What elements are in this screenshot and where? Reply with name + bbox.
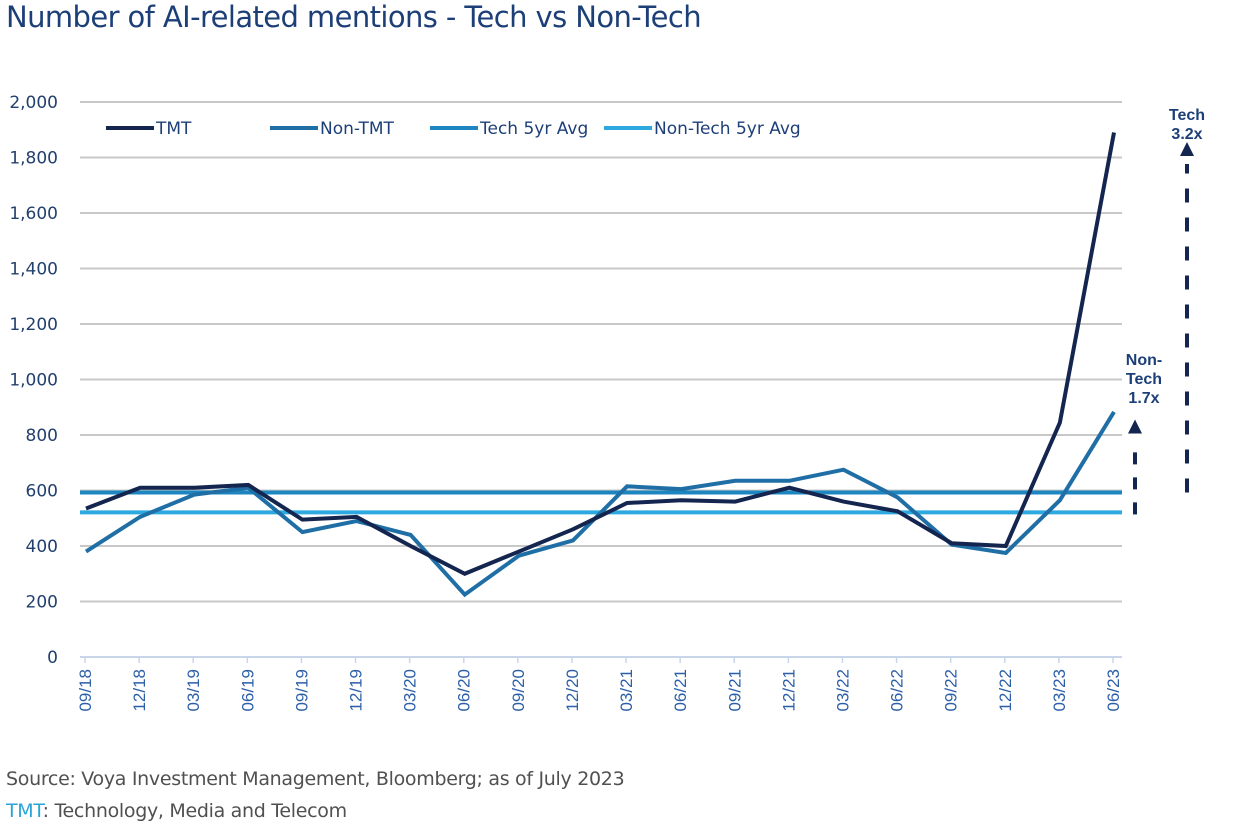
y-tick-label: 0 (47, 648, 58, 668)
tech-multiple-label: Tech (1169, 107, 1205, 124)
y-tick-label: 2,000 (9, 93, 58, 113)
tech-multiple-label: 3.2x (1171, 126, 1202, 143)
non-tech-multiple-label: Tech (1126, 371, 1162, 388)
abbreviation-definition: : Technology, Media and Telecom (42, 800, 347, 822)
x-tick-label: 09/20 (509, 669, 528, 712)
y-tick-label: 1,600 (9, 204, 58, 224)
legend-label: Non-Tech 5yr Avg (654, 119, 801, 139)
x-tick-label: 06/22 (888, 669, 907, 712)
x-tick-label: 03/23 (1050, 669, 1069, 712)
x-tick-label: 09/19 (292, 669, 311, 712)
non-tech-multiple-label: 1.7x (1128, 390, 1159, 407)
y-tick-label: 1,800 (9, 149, 58, 169)
x-tick-label: 03/22 (833, 669, 852, 712)
non-tech-arrow-head-icon (1128, 419, 1142, 434)
x-tick-label: 03/20 (401, 669, 420, 712)
x-tick-label: 12/22 (996, 669, 1015, 712)
x-tick-label: 12/21 (779, 669, 798, 712)
x-tick-label: 06/19 (238, 669, 257, 712)
y-tick-label: 1,000 (9, 371, 58, 391)
x-tick-label: 03/21 (617, 669, 636, 712)
x-tick-label: 09/21 (725, 669, 744, 712)
x-axis: 09/18 12/18 03/19 06/19 09/19 12/19 03/20 06/20… (76, 656, 1123, 712)
abbreviation-term: TMT (6, 800, 43, 822)
x-tick-label: 12/18 (130, 669, 149, 712)
annotations: Tech 3.2x Non- Tech 1.7x (1126, 107, 1205, 515)
legend: TMT Non-TMT Tech 5yr Avg Non-Tech 5yr Avg (106, 119, 801, 139)
y-tick-label: 800 (26, 426, 58, 446)
legend-label: Non-TMT (320, 119, 395, 139)
series-lines (80, 132, 1122, 598)
y-tick-label: 400 (26, 537, 58, 557)
x-tick-label: 06/21 (671, 669, 690, 712)
x-tick-label: 09/22 (942, 669, 961, 712)
legend-label: Tech 5yr Avg (479, 119, 588, 139)
tech-arrow-head-icon (1180, 141, 1194, 156)
y-tick-label: 1,200 (9, 315, 58, 335)
source-note: Source: Voya Investment Management, Bloo… (6, 768, 625, 790)
x-tick-label: 12/19 (347, 669, 366, 712)
abbreviation-note: TMT: Technology, Media and Telecom (6, 800, 347, 822)
legend-label: TMT (155, 119, 192, 139)
series-non-tmt (84, 410, 1116, 598)
x-tick-label: 03/19 (184, 669, 203, 712)
gridlines (80, 101, 1122, 603)
x-tick-label: 06/20 (455, 669, 474, 712)
series-tmt (85, 132, 1116, 576)
y-axis: 0 200 400 600 800 1,000 1,200 1,400 1,600 1,800 2,… (9, 93, 58, 668)
y-tick-label: 1,400 (9, 260, 58, 280)
x-tick-label: 12/20 (563, 669, 582, 712)
non-tech-multiple-label: Non- (1126, 352, 1162, 369)
x-tick-label: 06/23 (1104, 669, 1123, 712)
y-tick-label: 600 (26, 482, 58, 502)
y-tick-label: 200 (26, 593, 58, 613)
x-tick-label: 09/18 (76, 669, 95, 712)
chart-title: Number of AI-related mentions - Tech vs … (6, 0, 702, 34)
